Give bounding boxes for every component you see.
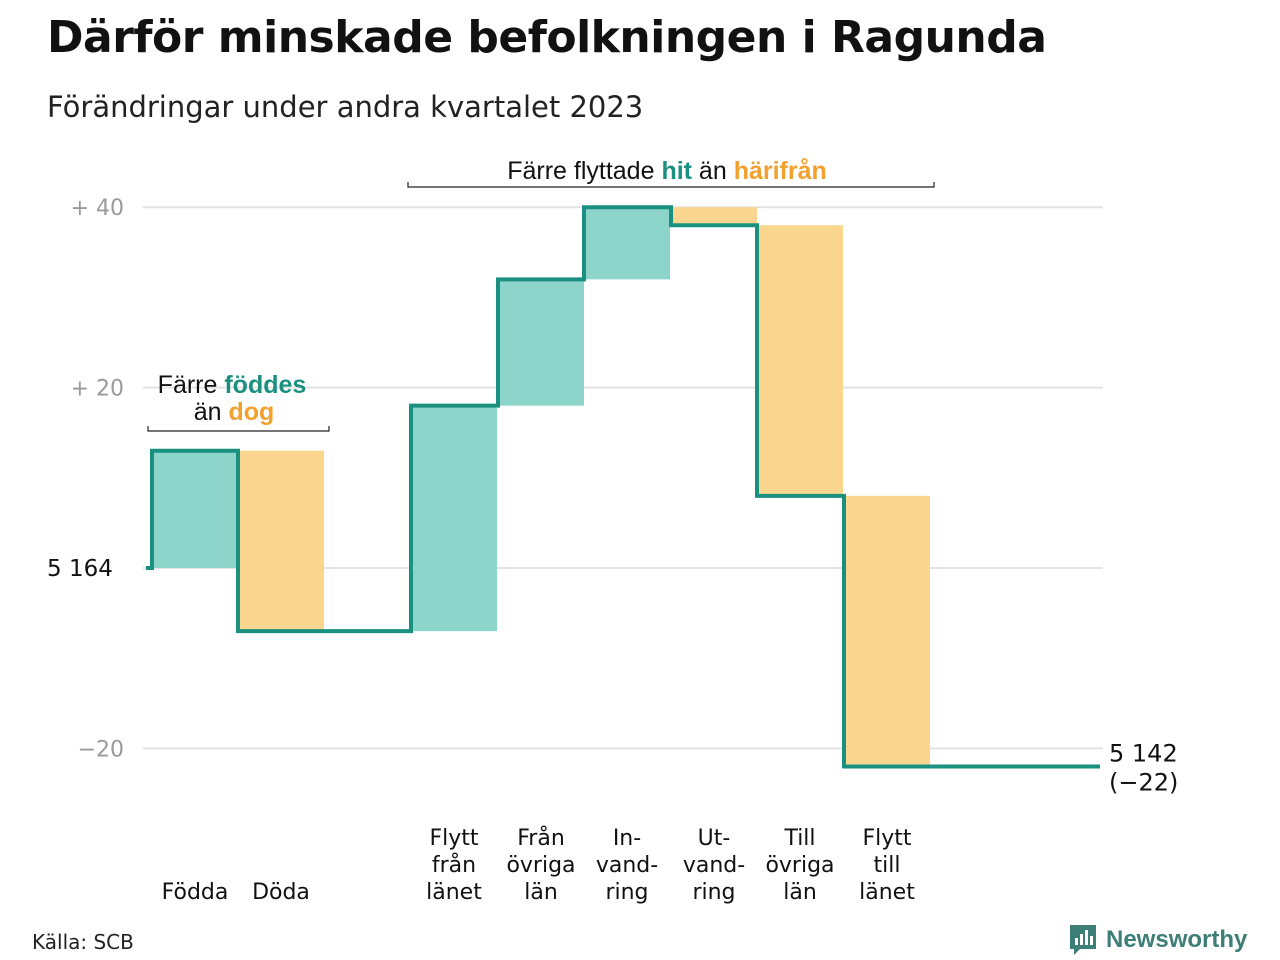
x-category-label: Ut- bbox=[698, 826, 731, 851]
waterfall-bar bbox=[152, 450, 238, 568]
x-category-label: In- bbox=[613, 826, 641, 851]
x-category-label: Döda bbox=[252, 880, 310, 905]
newsworthy-logo-icon bbox=[1070, 925, 1096, 955]
chart-title: Därför minskade befolkningen i Ragunda bbox=[47, 12, 1047, 63]
x-category-label: län bbox=[783, 880, 817, 905]
x-category-label: vand- bbox=[596, 853, 658, 878]
y-tick-label: −20 bbox=[78, 737, 124, 762]
brand-logo: Newsworthy bbox=[1068, 922, 1247, 958]
x-category-label: övriga bbox=[765, 853, 834, 878]
y-tick-label: + 20 bbox=[71, 377, 124, 402]
bars bbox=[152, 207, 930, 767]
x-category-label: länet bbox=[859, 880, 915, 905]
waterfall-bar bbox=[411, 405, 497, 632]
chart-subtitle: Förändringar under andra kvartalet 2023 bbox=[47, 90, 644, 124]
x-category-label: övriga bbox=[506, 853, 575, 878]
annotation-moved: Färre flyttade hit än härifrån bbox=[507, 157, 827, 185]
x-category-label: Flytt bbox=[862, 826, 911, 851]
x-category-label: Från bbox=[517, 825, 565, 851]
y-tick-label: + 40 bbox=[71, 196, 124, 221]
x-category-label: från bbox=[432, 852, 476, 878]
waterfall-bar bbox=[238, 450, 324, 632]
annotation-born-line2: än dog bbox=[194, 398, 275, 426]
start-value-label: 5 164 bbox=[47, 556, 113, 582]
x-category-label: Flytt bbox=[429, 826, 478, 851]
x-category-label: länet bbox=[426, 880, 482, 905]
step-line bbox=[146, 205, 1100, 769]
waterfall-bar bbox=[498, 279, 584, 406]
x-category-label: till bbox=[874, 853, 901, 878]
waterfall-bar bbox=[584, 207, 670, 280]
waterfall-bar bbox=[844, 495, 930, 767]
x-category-label: ring bbox=[605, 880, 648, 905]
cumulative-step-line bbox=[146, 205, 1100, 769]
x-category-label: Till bbox=[783, 826, 815, 851]
x-category-label: vand- bbox=[683, 853, 745, 878]
x-category-label: ring bbox=[692, 880, 735, 905]
x-category-label: län bbox=[524, 880, 558, 905]
annotation-born-line1: Färre föddes bbox=[158, 371, 307, 399]
waterfall-bar bbox=[671, 207, 757, 226]
end-change-label: (−22) bbox=[1109, 768, 1178, 796]
annotation-born-bracket bbox=[147, 426, 330, 432]
end-value-label: 5 142 bbox=[1109, 739, 1178, 767]
brand-name: Newsworthy bbox=[1106, 926, 1248, 953]
source-note: Källa: SCB bbox=[32, 930, 134, 954]
waterfall-bar bbox=[757, 225, 843, 496]
x-category-label: Födda bbox=[162, 880, 229, 905]
annotation-moved-bracket bbox=[407, 182, 935, 188]
